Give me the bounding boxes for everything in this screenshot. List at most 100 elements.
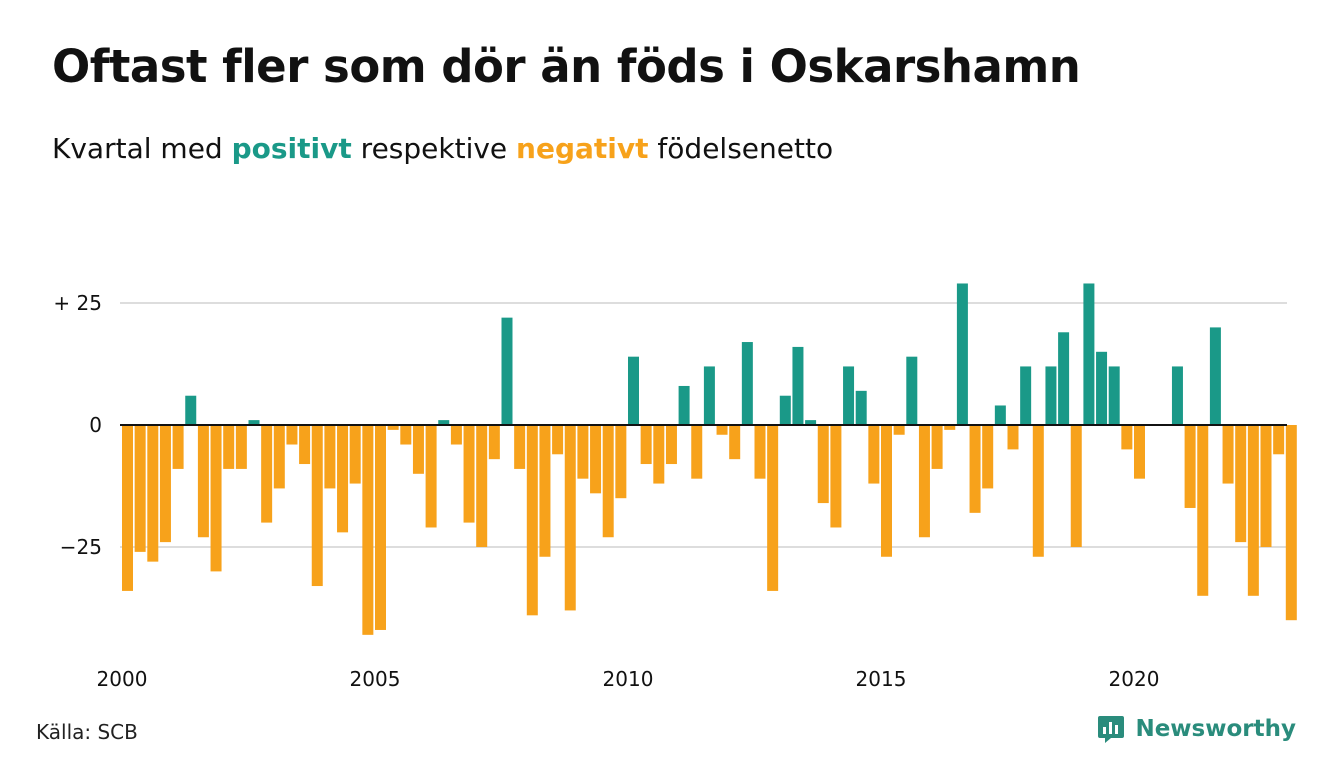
data-bar — [779, 395, 791, 425]
data-bar — [944, 425, 956, 430]
data-bar — [362, 425, 374, 635]
data-bar — [1134, 425, 1145, 479]
data-bar — [703, 366, 715, 425]
axis-labels: + 25 0 −25 2000 2005 2010 2015 2020 — [53, 291, 1287, 691]
data-bar — [1209, 327, 1221, 425]
data-bar — [792, 346, 804, 425]
source-note: Källa: SCB — [36, 720, 138, 744]
data-bar — [299, 425, 311, 465]
data-bar — [159, 425, 171, 543]
data-bar — [817, 425, 829, 504]
data-bar — [982, 425, 994, 489]
data-bar — [197, 425, 209, 538]
y-tick-label: 0 — [89, 413, 102, 437]
data-bar — [450, 425, 462, 445]
data-bar — [1273, 425, 1285, 455]
data-bar — [324, 425, 336, 489]
data-bar — [918, 425, 930, 538]
data-bar — [1260, 425, 1272, 547]
data-bar — [906, 356, 918, 425]
chart-title: Oftast fler som dör än föds i Oskarshamn — [52, 40, 1081, 93]
y-tick-label: −25 — [60, 535, 102, 559]
x-tick-label: 2000 — [97, 667, 148, 691]
bar-chart-logo-icon — [1098, 716, 1125, 743]
data-bar — [147, 425, 159, 562]
data-bar — [1045, 366, 1057, 425]
subtitle-suffix: födelsenetto — [648, 132, 834, 165]
data-bar — [754, 425, 766, 479]
data-bar — [665, 425, 677, 465]
data-bar — [805, 420, 817, 425]
data-bar — [286, 425, 298, 445]
x-tick-label: 2015 — [856, 667, 907, 691]
data-bar — [476, 425, 488, 547]
data-bar — [1184, 425, 1196, 508]
data-bar — [261, 425, 273, 523]
data-bar — [881, 425, 892, 557]
data-bar — [1108, 366, 1120, 425]
data-bar — [1007, 425, 1019, 450]
data-bar — [337, 425, 349, 533]
x-tick-label: 2010 — [603, 667, 654, 691]
data-bar — [387, 425, 399, 430]
data-bar — [868, 425, 880, 484]
data-bar — [1020, 366, 1032, 425]
data-bar — [969, 425, 981, 513]
data-bar — [1197, 425, 1209, 596]
data-bar — [1121, 425, 1133, 450]
bars — [122, 283, 1297, 635]
data-bar — [1058, 332, 1070, 425]
data-bar — [1235, 425, 1247, 543]
data-bar — [488, 425, 500, 460]
data-bar — [729, 425, 741, 460]
data-bar — [375, 425, 386, 630]
data-bar — [223, 425, 235, 469]
data-bar — [1096, 351, 1108, 425]
data-bar — [463, 425, 475, 523]
data-bar — [564, 425, 576, 611]
data-bar — [1083, 283, 1095, 425]
data-bar — [526, 425, 538, 616]
data-bar — [122, 425, 133, 591]
data-bar — [767, 425, 779, 591]
x-tick-label: 2020 — [1109, 667, 1160, 691]
data-bar — [956, 283, 968, 425]
subtitle-prefix: Kvartal med — [52, 132, 232, 165]
data-bar — [577, 425, 589, 479]
subtitle-middle: respektive — [351, 132, 517, 165]
subtitle-negative-word: negativt — [516, 132, 649, 165]
y-tick-label: + 25 — [53, 291, 102, 315]
data-bar — [235, 425, 247, 469]
data-bar — [400, 425, 412, 445]
data-bar — [514, 425, 526, 469]
data-bar — [931, 425, 943, 469]
data-bar — [602, 425, 614, 538]
data-bar — [893, 425, 905, 435]
data-bar — [311, 425, 323, 587]
data-bar — [273, 425, 285, 489]
brand-name: Newsworthy — [1135, 716, 1296, 742]
data-bar — [1070, 425, 1082, 547]
brand-logo: Newsworthy — [1097, 714, 1296, 744]
data-bar — [615, 425, 627, 499]
data-bar — [134, 425, 146, 552]
data-bar — [830, 425, 842, 528]
data-bar — [1222, 425, 1234, 484]
bar-chart: + 25 0 −25 2000 2005 2010 2015 2020 — [53, 283, 1297, 691]
data-bar — [741, 342, 753, 425]
data-bar — [248, 420, 260, 425]
x-tick-label: 2005 — [350, 667, 401, 691]
data-bar — [185, 395, 197, 425]
data-bar — [210, 425, 222, 572]
data-bar — [1247, 425, 1259, 596]
data-bar — [716, 425, 728, 435]
data-bar — [349, 425, 361, 484]
data-bar — [1171, 366, 1183, 425]
data-bar — [640, 425, 652, 465]
data-bar — [438, 420, 450, 425]
subtitle-positive-word: positivt — [231, 132, 352, 165]
data-bar — [678, 385, 690, 425]
data-bar — [552, 425, 564, 455]
data-bar — [691, 425, 703, 479]
data-bar — [1285, 425, 1297, 621]
